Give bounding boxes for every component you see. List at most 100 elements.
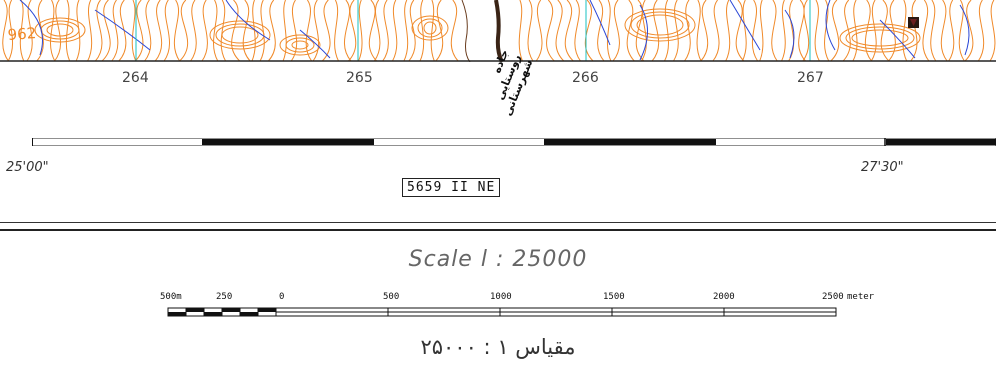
contour-line xyxy=(697,0,701,61)
contour-line xyxy=(243,0,250,61)
contour-line xyxy=(95,0,102,61)
scale-tick-label: 2500 xyxy=(822,292,844,302)
contour-line xyxy=(528,0,533,61)
stream-line xyxy=(590,0,610,45)
contour-line xyxy=(174,0,179,61)
stream-line xyxy=(826,0,835,50)
contour-line xyxy=(431,0,434,61)
coordinate-left: 25'00" xyxy=(6,160,49,175)
scale-cell-fill xyxy=(258,308,276,312)
contour-line xyxy=(701,0,708,61)
stream-line xyxy=(95,10,150,50)
contour-line xyxy=(782,0,786,61)
contour-line xyxy=(268,0,275,61)
scale-cell-fill xyxy=(168,312,186,316)
scale-tick-label: 500 xyxy=(383,292,399,302)
scale-unit-label: meter xyxy=(847,292,875,302)
divider-line-thick xyxy=(0,229,996,231)
contour-line xyxy=(742,0,746,61)
contour-line xyxy=(37,0,44,61)
scale-bar: 500m 250 0 500 1000 1500 2000 2500 meter xyxy=(150,288,910,328)
contour-line xyxy=(547,0,555,61)
scale-cell-fill xyxy=(240,312,258,316)
road-edge-line xyxy=(462,0,470,62)
contour-loop xyxy=(292,41,308,49)
latitude-graduation-bar xyxy=(32,138,996,146)
easting-label-264: 264 xyxy=(122,70,149,86)
contour-line xyxy=(565,0,573,61)
contour-line xyxy=(348,0,355,61)
contour-line xyxy=(306,0,311,61)
grid-lines xyxy=(136,0,810,61)
stream-lines xyxy=(20,0,969,60)
scale-cell-fill xyxy=(204,312,222,316)
contour-line xyxy=(674,0,679,61)
sheet-id-box: 5659 II NE xyxy=(402,178,500,197)
scale-tick-label: 500m xyxy=(160,292,182,302)
stream-line xyxy=(730,0,760,50)
contour-line xyxy=(202,0,207,61)
divider-line-thin xyxy=(0,222,996,223)
contour-line xyxy=(374,0,380,61)
contour-line xyxy=(726,0,730,61)
scale-tick-label: 0 xyxy=(279,292,284,302)
contour-line xyxy=(941,0,947,61)
scale-segments xyxy=(168,308,836,316)
contour-line xyxy=(598,0,604,61)
contour-line xyxy=(575,0,581,61)
contour-line xyxy=(772,0,777,61)
contour-line xyxy=(102,0,110,61)
contour-line xyxy=(404,0,408,61)
scale-tick-label: 250 xyxy=(216,292,232,302)
contour-line xyxy=(607,0,610,61)
contour-line xyxy=(815,0,819,61)
scale-cell-fill xyxy=(186,308,204,312)
contour-line xyxy=(613,0,619,61)
contour-line xyxy=(713,0,719,61)
contour-line xyxy=(359,0,363,61)
contour-loop xyxy=(625,9,695,41)
scale-tick-label: 2000 xyxy=(713,292,735,302)
scale-title: Scale l : 25000 xyxy=(0,247,996,272)
stream-line xyxy=(960,5,969,55)
contour-line xyxy=(180,0,188,61)
contour-line xyxy=(66,0,69,61)
contour-line xyxy=(50,0,54,61)
contour-line xyxy=(978,0,983,61)
contour-line xyxy=(164,0,169,61)
contour-line xyxy=(959,0,964,61)
contour-line xyxy=(145,0,151,61)
contour-line xyxy=(393,0,397,61)
contour-line xyxy=(949,0,954,61)
contour-line xyxy=(536,0,542,61)
contour-loop xyxy=(210,21,270,49)
contour-loop xyxy=(222,27,258,43)
contour-line xyxy=(831,0,839,61)
contour-line xyxy=(112,0,118,61)
contour-line xyxy=(789,0,794,61)
contour-line xyxy=(420,0,424,61)
contour-line xyxy=(923,0,929,61)
contour-line xyxy=(383,0,389,61)
contour-line xyxy=(519,0,522,61)
contour-loop xyxy=(412,16,448,40)
contour-line xyxy=(88,0,92,61)
contour-line xyxy=(990,0,995,61)
contour-line xyxy=(335,0,339,61)
contour-line xyxy=(155,0,161,61)
easting-label-265: 265 xyxy=(346,70,373,86)
contour-line xyxy=(931,0,936,61)
contour-line xyxy=(752,0,757,61)
contour-line xyxy=(556,0,564,61)
contour-loop xyxy=(852,30,908,46)
partial-map-label: 962 xyxy=(7,24,37,44)
contour-loop xyxy=(286,38,314,52)
contour-line xyxy=(132,0,136,61)
contour-line xyxy=(803,0,809,61)
easting-label-266: 266 xyxy=(572,70,599,86)
contour-loop xyxy=(424,22,436,34)
stream-line xyxy=(300,30,330,58)
persian-scale-label: مقیاس ۱ : ۲۵۰۰۰ xyxy=(0,335,996,359)
scale-cell-fill xyxy=(222,308,240,312)
contour-line xyxy=(55,0,61,61)
